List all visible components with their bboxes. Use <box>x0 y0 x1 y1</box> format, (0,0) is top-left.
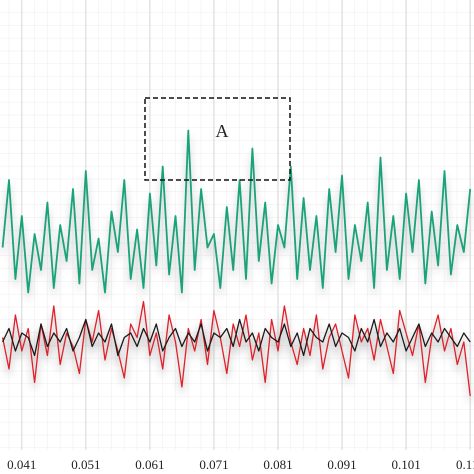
x-tick-label: 0.111 <box>456 457 474 472</box>
x-tick-label: 0.071 <box>199 457 228 472</box>
annotation: A <box>216 121 229 141</box>
x-tick-label: 0.051 <box>71 457 100 472</box>
series-line <box>2 318 471 357</box>
line-shadow <box>1 319 472 368</box>
x-tick-label: 0.081 <box>263 457 292 472</box>
grid <box>21 0 471 450</box>
x-tick-label: 0.101 <box>391 457 420 472</box>
annotation-box <box>144 97 291 181</box>
series-line <box>1 129 472 294</box>
plot <box>1 129 472 403</box>
x-tick-label: 0.061 <box>135 457 164 472</box>
x-tick-label: 0.041 <box>7 457 36 472</box>
x-tick-label: 0.091 <box>327 457 356 472</box>
